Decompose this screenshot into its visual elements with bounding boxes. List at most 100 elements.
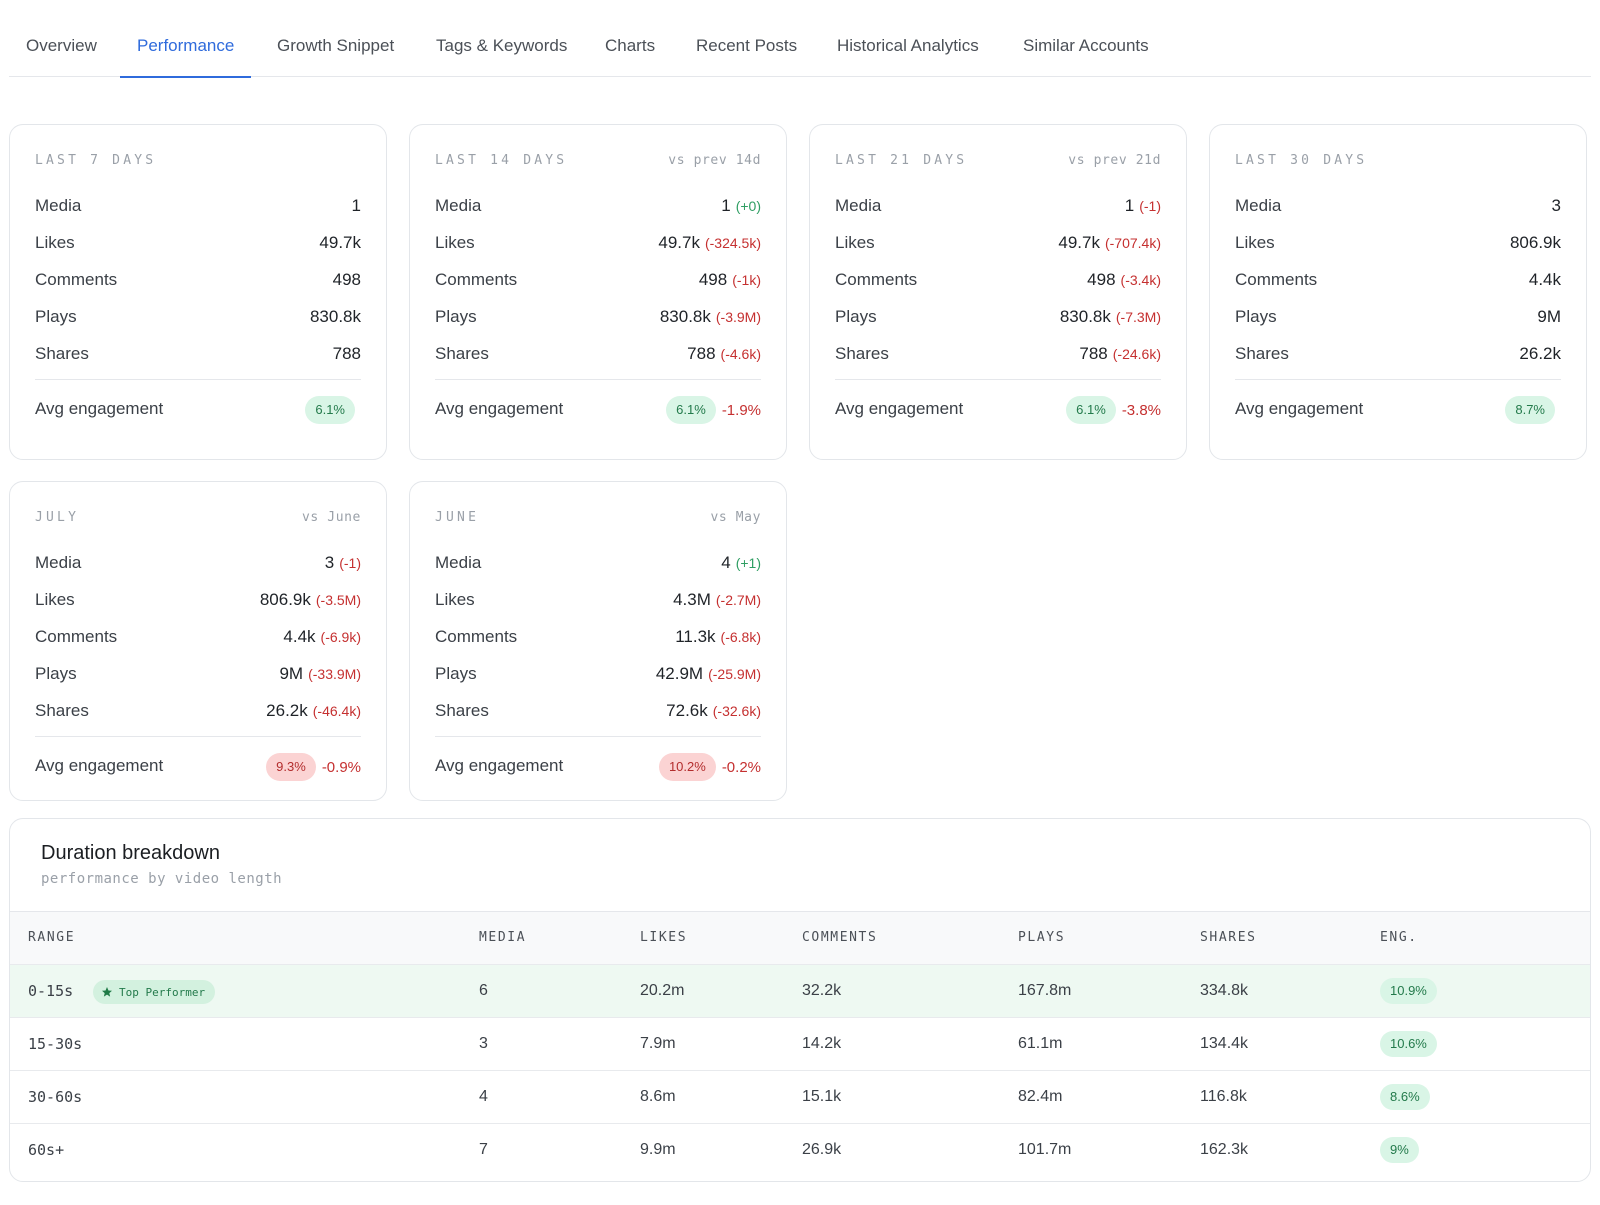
column-header-engagement[interactable]: ENG. bbox=[1380, 930, 1418, 945]
engagement-pill: 9% bbox=[1380, 1137, 1419, 1163]
metric-value: 830.8k bbox=[1059, 307, 1111, 326]
metric-delta: (-1) bbox=[339, 555, 361, 571]
shares-cell: 134.4k bbox=[1200, 1035, 1249, 1052]
metric-label: Likes bbox=[435, 590, 475, 609]
engagement-delta: -0.9% bbox=[321, 758, 361, 776]
card-compare-label: vs May bbox=[710, 510, 761, 525]
range-cell: 30-60s bbox=[28, 1088, 83, 1106]
metric-value-group: 498 bbox=[333, 270, 361, 290]
metric-row-comments: Comments 4.4k bbox=[1235, 270, 1561, 292]
metric-label: Comments bbox=[35, 627, 118, 646]
metric-value: 498 bbox=[1087, 270, 1116, 289]
card-compare-label: vs June bbox=[302, 510, 361, 525]
metric-value: 498 bbox=[698, 270, 728, 289]
metric-delta: (-1k) bbox=[732, 272, 761, 288]
metric-value: 806.9k bbox=[1509, 233, 1561, 252]
metric-delta: (-25.9M) bbox=[708, 666, 761, 682]
metric-row-shares: Shares 26.2k (-46.4k) bbox=[35, 701, 361, 723]
engagement-pill: 6.1% bbox=[305, 396, 355, 424]
tab-performance[interactable]: Performance bbox=[119, 36, 252, 78]
metric-row-plays: Plays 830.8k bbox=[35, 307, 361, 329]
metric-label: Plays bbox=[435, 664, 477, 683]
likes-cell: 7.9m bbox=[640, 1035, 676, 1052]
metric-delta: (-324.5k) bbox=[704, 235, 761, 251]
metric-delta: (-707.4k) bbox=[1104, 235, 1161, 251]
period-card: LAST 14 DAYS vs prev 14d Media 1 (+0) Likes 49… bbox=[409, 124, 787, 460]
column-header-plays[interactable]: PLAYS bbox=[1018, 930, 1066, 945]
metric-delta: (-33.9M) bbox=[308, 666, 361, 682]
metric-label: Likes bbox=[435, 233, 475, 252]
metric-value-group: 498 (-1k) bbox=[699, 270, 761, 290]
metric-row-media: Media 3 bbox=[1235, 196, 1561, 218]
card-header: LAST 7 DAYS bbox=[35, 153, 361, 169]
period-card: LAST 30 DAYS Media 3 Likes 806.9k Comments 4.4… bbox=[1209, 124, 1587, 460]
column-header-likes[interactable]: LIKES bbox=[640, 930, 688, 945]
metric-value-group: 42.9M (-25.9M) bbox=[656, 664, 761, 684]
avg-engagement-label: Avg engagement bbox=[35, 756, 164, 775]
metric-value-group: 498 (-3.4k) bbox=[1087, 270, 1161, 290]
avg-engagement-values: 8.7% bbox=[1505, 395, 1561, 425]
card-period-title: LAST 7 DAYS bbox=[35, 153, 157, 168]
metric-row-likes: Likes 806.9k (-3.5M) bbox=[35, 590, 361, 612]
metric-value: 4.4k bbox=[283, 627, 316, 646]
tab-growth-snippet[interactable]: Growth Snippet bbox=[277, 36, 395, 55]
metric-value-group: 4.4k (-6.9k) bbox=[283, 627, 361, 647]
range-cell: 60s+ bbox=[28, 1141, 65, 1159]
avg-engagement-label: Avg engagement bbox=[1235, 399, 1364, 418]
avg-engagement-row: Avg engagement 6.1% bbox=[35, 395, 361, 425]
tab-overview[interactable]: Overview bbox=[26, 36, 97, 55]
metric-value: 1 bbox=[1124, 196, 1135, 215]
metric-delta: (-6.9k) bbox=[320, 629, 361, 645]
table-row[interactable]: 60s+ 7 9.9m 26.9k 101.7m 162.3k 9% bbox=[10, 1123, 1590, 1177]
column-header-range[interactable]: RANGE bbox=[28, 930, 76, 945]
avg-engagement-label: Avg engagement bbox=[435, 399, 564, 418]
metric-row-likes: Likes 4.3M (-2.7M) bbox=[435, 590, 761, 612]
table-row[interactable]: 0-15s 6 20.2m 32.2k 167.8m 334.8k Top Performe… bbox=[10, 964, 1590, 1018]
metric-value-group: 3 bbox=[1552, 196, 1561, 216]
avg-engagement-label: Avg engagement bbox=[435, 756, 564, 775]
avg-engagement-values: 9.3% -0.9% bbox=[266, 752, 361, 782]
table-row[interactable]: 15-30s 3 7.9m 14.2k 61.1m 134.4k 10.6% bbox=[10, 1017, 1590, 1071]
column-header-media[interactable]: MEDIA bbox=[479, 930, 527, 945]
metric-value-group: 830.8k (-7.3M) bbox=[1060, 307, 1161, 327]
metric-delta: (-1) bbox=[1139, 198, 1161, 214]
metric-value: 4.3M bbox=[673, 590, 711, 609]
avg-engagement-values: 6.1% -1.9% bbox=[666, 395, 761, 425]
metric-row-media: Media 1 (-1) bbox=[835, 196, 1161, 218]
avg-engagement-label: Avg engagement bbox=[35, 399, 164, 418]
engagement-pill: 8.7% bbox=[1505, 396, 1555, 424]
period-card: JUNE vs May Media 4 (+1) Likes 4.3M (-2.7M) Comm… bbox=[409, 481, 787, 801]
tab-similar-accounts[interactable]: Similar Accounts bbox=[1023, 36, 1149, 55]
media-cell: 3 bbox=[479, 1035, 488, 1052]
metric-row-comments: Comments 498 bbox=[35, 270, 361, 292]
metric-row-plays: Plays 830.8k (-3.9M) bbox=[435, 307, 761, 329]
metric-value: 4.4k bbox=[1528, 270, 1561, 289]
metric-delta: (-3.5M) bbox=[315, 592, 361, 608]
metric-value-group: 26.2k bbox=[1519, 344, 1561, 364]
metric-value-group: 830.8k bbox=[310, 307, 361, 327]
metric-value: 49.7k bbox=[319, 233, 361, 252]
star-icon bbox=[102, 987, 112, 997]
metric-label: Plays bbox=[435, 307, 477, 326]
tab-recent-posts[interactable]: Recent Posts bbox=[696, 36, 798, 55]
column-header-shares[interactable]: SHARES bbox=[1200, 930, 1257, 945]
metric-value-group: 11.3k (-6.8k) bbox=[675, 627, 761, 647]
avg-engagement-row: Avg engagement 6.1% -1.9% bbox=[435, 395, 761, 425]
column-header-comments[interactable]: COMMENTS bbox=[802, 930, 878, 945]
metric-value-group: 1 bbox=[352, 196, 361, 216]
metric-value-group: 830.8k (-3.9M) bbox=[660, 307, 761, 327]
tab-tags-keywords[interactable]: Tags & Keywords bbox=[436, 36, 568, 55]
tab-historical-analytics[interactable]: Historical Analytics bbox=[837, 36, 979, 55]
metric-row-shares: Shares 788 (-4.6k) bbox=[435, 344, 761, 366]
duration-breakdown-subtitle: performance by video length bbox=[41, 871, 283, 887]
metric-value-group: 806.9k bbox=[1510, 233, 1561, 253]
metric-row-likes: Likes 806.9k bbox=[1235, 233, 1561, 255]
tab-charts[interactable]: Charts bbox=[605, 36, 656, 55]
metric-delta: (-2.7M) bbox=[715, 592, 761, 608]
table-row[interactable]: 30-60s 4 8.6m 15.1k 82.4m 116.8k 8.6% bbox=[10, 1070, 1590, 1124]
engagement-pill: 10.6% bbox=[1380, 1031, 1437, 1057]
duration-breakdown-panel: Duration breakdown performance by video … bbox=[9, 818, 1591, 1182]
card-period-title: LAST 30 DAYS bbox=[1235, 153, 1368, 168]
avg-engagement-row: Avg engagement 10.2% -0.2% bbox=[435, 752, 761, 782]
metric-row-comments: Comments 498 (-3.4k) bbox=[835, 270, 1161, 292]
